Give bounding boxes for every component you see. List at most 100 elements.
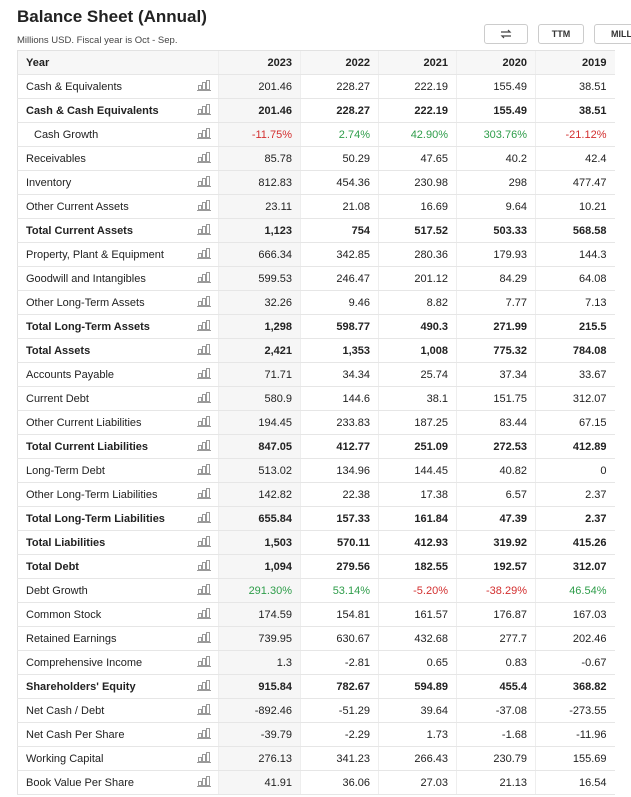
chart-button[interactable] [190, 314, 219, 339]
chart-button[interactable] [190, 482, 219, 507]
chart-button[interactable] [190, 506, 219, 531]
chart-button[interactable] [190, 290, 219, 315]
chart-button[interactable] [190, 722, 219, 747]
ttm-button[interactable]: TTM [538, 24, 584, 44]
value-cell: 280.36 [378, 242, 457, 267]
value-cell: 155.49 [456, 74, 536, 99]
table-row: Total Long-Term Liabilities 655.84 157.33 1… [17, 506, 615, 531]
value-cell: 271.99 [456, 314, 536, 339]
chart-button[interactable] [190, 434, 219, 459]
chart-button[interactable] [190, 530, 219, 555]
value-cell: 36.06 [300, 770, 379, 795]
value-cell: 412.93 [378, 530, 457, 555]
row-label: Accounts Payable [17, 362, 191, 387]
value-cell: 812.83 [218, 170, 301, 195]
table-row: Other Current Assets 23.11 21.08 16.69 9.64 1… [17, 194, 615, 219]
value-cell: 2.37 [535, 506, 615, 531]
value-cell: -2.29 [300, 722, 379, 747]
chart-button[interactable] [190, 338, 219, 363]
value-cell: 228.27 [300, 98, 379, 123]
chart-icon [197, 248, 212, 259]
table-row: Total Liabilities 1,503 570.11 412.93 319.92… [17, 530, 615, 555]
chart-button[interactable] [190, 578, 219, 603]
value-cell: 279.56 [300, 554, 379, 579]
row-label: Net Cash / Debt [17, 698, 191, 723]
value-cell: 222.19 [378, 74, 457, 99]
value-cell: -5.20% [378, 578, 457, 603]
value-cell: 41.91 [218, 770, 301, 795]
value-cell: 6.57 [456, 482, 536, 507]
value-cell: 22.38 [300, 482, 379, 507]
chart-icon [197, 536, 212, 547]
value-cell: 201.46 [218, 74, 301, 99]
year-header: 2020 [456, 50, 536, 75]
value-cell: 182.55 [378, 554, 457, 579]
value-cell: -2.81 [300, 650, 379, 675]
row-label: Retained Earnings [17, 626, 191, 651]
chart-icon [197, 320, 212, 331]
chart-button[interactable] [190, 98, 219, 123]
row-label: Total Long-Term Assets [17, 314, 191, 339]
value-cell: 144.45 [378, 458, 457, 483]
year-header: 2021 [378, 50, 457, 75]
row-label: Total Liabilities [17, 530, 191, 555]
chart-button[interactable] [190, 218, 219, 243]
value-cell: 477.47 [535, 170, 615, 195]
table-row: Net Cash Per Share -39.79 -2.29 1.73 -1.68 -1… [17, 722, 615, 747]
value-cell: -1.68 [456, 722, 536, 747]
row-label: Total Debt [17, 554, 191, 579]
chart-icon [197, 584, 212, 595]
table-row: Net Cash / Debt -892.46 -51.29 39.64 -37.08-… [17, 698, 615, 723]
value-cell: 2.37 [535, 482, 615, 507]
chart-button[interactable] [190, 146, 219, 171]
value-cell: 176.87 [456, 602, 536, 627]
row-label: Comprehensive Income [17, 650, 191, 675]
chart-button[interactable] [190, 362, 219, 387]
chart-button[interactable] [190, 626, 219, 651]
value-cell: 1,503 [218, 530, 301, 555]
chart-button[interactable] [190, 650, 219, 675]
chart-button[interactable] [190, 602, 219, 627]
value-cell: 230.79 [456, 746, 536, 771]
table-row: Working Capital 276.13 341.23 266.43 230.79 1… [17, 746, 615, 771]
value-cell: 1,094 [218, 554, 301, 579]
table-row: Book Value Per Share 41.91 36.06 27.03 21.13… [17, 770, 615, 795]
title: Balance Sheet (Annual) [17, 7, 207, 26]
value-cell: 1.73 [378, 722, 457, 747]
value-cell: 2,421 [218, 338, 301, 363]
value-cell: -38.29% [456, 578, 536, 603]
chart-button[interactable] [190, 770, 219, 795]
chart-button[interactable] [190, 122, 219, 147]
chart-button[interactable] [190, 170, 219, 195]
chart-button[interactable] [190, 386, 219, 411]
value-cell: 151.75 [456, 386, 536, 411]
value-cell: 490.3 [378, 314, 457, 339]
swap-button[interactable] [484, 24, 528, 44]
value-cell: 47.65 [378, 146, 457, 171]
chart-button[interactable] [190, 746, 219, 771]
chart-button[interactable] [190, 698, 219, 723]
value-cell: 319.92 [456, 530, 536, 555]
value-cell: 517.52 [378, 218, 457, 243]
chart-button[interactable] [190, 266, 219, 291]
value-cell: 432.68 [378, 626, 457, 651]
units-button[interactable]: MILL [594, 24, 631, 44]
value-cell: 412.89 [535, 434, 615, 459]
table-row: Receivables 85.78 50.29 47.65 40.2 42.4 [17, 146, 615, 171]
value-cell: 32.26 [218, 290, 301, 315]
value-cell: 222.19 [378, 98, 457, 123]
value-cell: 2.74% [300, 122, 379, 147]
chart-button[interactable] [190, 194, 219, 219]
chart-button[interactable] [190, 554, 219, 579]
chart-button[interactable] [190, 674, 219, 699]
chart-button[interactable] [190, 74, 219, 99]
value-cell: 303.76% [456, 122, 536, 147]
row-label: Working Capital [17, 746, 191, 771]
chart-button[interactable] [190, 410, 219, 435]
row-label: Cash & Cash Equivalents [17, 98, 191, 123]
value-cell: 179.93 [456, 242, 536, 267]
chart-button[interactable] [190, 458, 219, 483]
value-cell: 157.33 [300, 506, 379, 531]
chart-button[interactable] [190, 242, 219, 267]
